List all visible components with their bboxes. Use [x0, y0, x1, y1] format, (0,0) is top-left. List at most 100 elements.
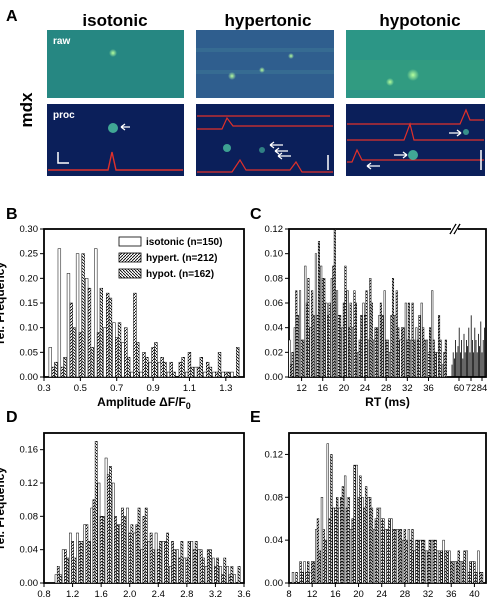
bar-hypot: [463, 550, 466, 584]
bar-hypert: [479, 572, 482, 584]
bar-hypert: [363, 507, 366, 584]
bar-hypert: [164, 541, 167, 584]
bar-isotonic: [90, 507, 94, 584]
bar-isotonic: [148, 361, 152, 378]
bar-isotonic: [349, 529, 353, 584]
bar-isotonic: [61, 549, 65, 584]
bar-hypot: [159, 541, 162, 584]
bar-isotonic: [454, 561, 457, 584]
bar-hypert: [196, 366, 201, 378]
bar-hypot: [151, 549, 155, 584]
y-tick-label: 0.16: [20, 445, 39, 456]
bar-hypert: [78, 332, 83, 378]
bar-hypert: [473, 561, 476, 584]
bar-hypert: [199, 549, 203, 584]
bar-hypot: [382, 518, 385, 584]
bar-hypert: [224, 371, 228, 378]
bar-hypert: [156, 549, 160, 584]
bar-isotonic: [69, 532, 72, 584]
x-tick-label: 0.3: [37, 383, 50, 394]
bar-hypert: [151, 347, 155, 378]
bar-hypot: [223, 557, 227, 584]
bar-hypot: [295, 572, 298, 584]
y-tick-label: 0.04: [20, 545, 39, 556]
bar-isotonic: [104, 457, 108, 584]
bar-isotonic: [401, 539, 405, 584]
bar-hypot: [364, 486, 368, 584]
bar-hypot: [145, 357, 149, 378]
bar-hypot: [359, 475, 362, 584]
bar-hypert: [185, 557, 189, 584]
x-tick-label: 2.0: [123, 589, 136, 600]
bar-isotonic: [299, 290, 302, 378]
x-tick-label: 0.8: [37, 589, 50, 600]
legend-swatch-hypert: [118, 252, 142, 263]
y-tick-label: 0.12: [20, 478, 39, 489]
bar-hypert: [205, 361, 210, 378]
bar-isotonic: [367, 497, 370, 584]
bar-hypot: [370, 302, 373, 378]
bar-hypert: [85, 524, 89, 584]
bar-hypot: [123, 516, 127, 584]
proc-image-isotonic: [47, 104, 184, 176]
bar-isotonic: [140, 549, 144, 584]
bar-hypot: [411, 529, 414, 584]
bar-hypot: [136, 342, 140, 378]
x-tick-label: 16: [330, 589, 341, 600]
bar-hypot: [217, 352, 222, 378]
bar-isotonic: [315, 529, 318, 584]
bar-hypert: [169, 361, 173, 378]
bar-isotonic: [465, 550, 468, 584]
bar-hypot: [386, 339, 389, 378]
bar-isotonic: [94, 248, 98, 378]
bar-hypert: [96, 332, 101, 378]
bar-hypot: [216, 557, 219, 584]
bar-hypot: [336, 497, 339, 584]
bar-hypert: [115, 337, 119, 378]
chart-fwhm-histogram: 0.00 0.04 0.08 0.12 0.16 0.8 1.2 1.6 2.0 2.4 2.8 3.…: [0, 432, 251, 602]
bar-hypot: [349, 302, 352, 378]
bar-hypot: [434, 539, 437, 584]
bar-isotonic: [103, 327, 107, 378]
bar-hypot: [307, 278, 310, 378]
bar-hypert: [351, 518, 354, 584]
bar-hypot: [451, 561, 455, 584]
x-tick-label: 28: [400, 589, 411, 600]
bar-isotonic: [459, 561, 463, 584]
bar-hypert: [187, 352, 192, 378]
bar-hypot: [209, 549, 212, 584]
bar-isotonic: [431, 290, 434, 378]
bar-hypert: [461, 561, 464, 584]
bar-hypert: [397, 529, 401, 584]
bar-hypot: [317, 241, 320, 378]
bar-isotonic: [133, 532, 137, 584]
bar-isotonic: [212, 371, 216, 378]
bar-isotonic: [111, 482, 115, 584]
bar-hypot: [391, 278, 395, 378]
bar-hypert: [221, 574, 224, 584]
axis-break-mark: [449, 223, 461, 235]
bar-hypot: [429, 327, 432, 378]
panel-letter-d: D: [6, 409, 18, 426]
bar-isotonic: [390, 518, 393, 584]
bar-isotonic: [75, 253, 80, 378]
bar-hypert: [160, 357, 164, 378]
x-axis-label: Amplitude ΔF/F0: [97, 395, 191, 411]
bar-hypert: [178, 557, 182, 584]
y-tick-label: 0.06: [265, 298, 284, 309]
proc-image-hypotonic: [346, 104, 485, 176]
bar-hypert: [392, 529, 395, 584]
bar-isotonic: [303, 561, 306, 584]
condition-header-hypotonic: hypotonic: [379, 11, 460, 30]
bar-isotonic: [139, 371, 143, 378]
x-tick-label: 1.6: [95, 589, 108, 600]
bar-hypot: [341, 486, 345, 584]
bar-hypot: [388, 518, 391, 584]
bar-isotonic: [57, 248, 62, 378]
bar-hypert: [228, 574, 232, 584]
bar-hypot: [418, 315, 421, 378]
legend-label-hypot: hypot. (n=162): [146, 269, 214, 280]
bar-hypot: [108, 297, 113, 378]
bar-hypot: [417, 539, 420, 584]
